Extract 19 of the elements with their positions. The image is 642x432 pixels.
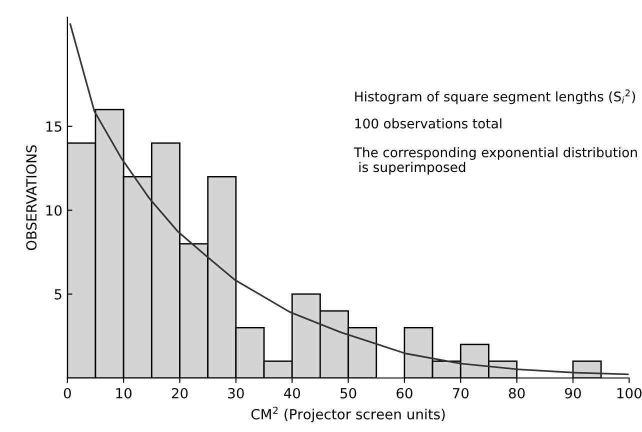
annotation: 100 observations total: [355, 118, 502, 128]
x-tick-label: 100: [617, 388, 642, 398]
x-tick-label: 20: [172, 388, 188, 398]
x-tick-label: 80: [508, 388, 525, 398]
annotation: The corresponding exponential distribution is superimposed: [354, 147, 637, 175]
x-tick-label: 90: [565, 388, 581, 398]
x-tick-label: 10: [116, 388, 132, 398]
x-tick-label: 30: [228, 388, 244, 398]
x-tick-label: 70: [452, 388, 469, 398]
y-tick-label: 10: [46, 205, 62, 216]
y-tick-label: 5: [54, 289, 62, 300]
x-tick-label: 40: [284, 388, 300, 398]
annotation: Histogram of square segment lengths (S$_{i}$$^{2}$): [355, 89, 636, 104]
x-tick-label: 50: [340, 388, 356, 398]
x-tick-label: 0: [64, 388, 71, 398]
y-tick-label: 15: [46, 121, 62, 132]
x-axis-title: CM$^{2}$ (Projector screen units): [251, 406, 445, 422]
x-tick-label: 60: [396, 388, 412, 398]
y-axis-title: OBSERVATIONS: [26, 145, 37, 250]
